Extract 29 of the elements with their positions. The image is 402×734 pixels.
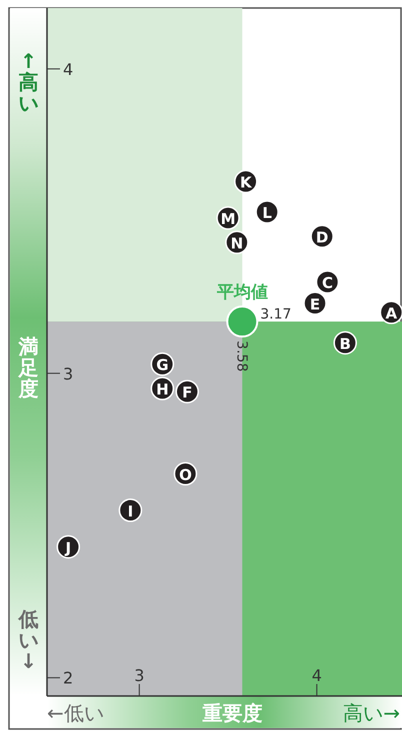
y-tick-label: 4 xyxy=(63,60,74,79)
series-label: K xyxy=(240,174,253,192)
annotation: 3.58 xyxy=(233,340,250,372)
point xyxy=(118,498,142,522)
series-label: O xyxy=(179,466,192,484)
series-label: C xyxy=(322,274,333,292)
annotation: 3.17 xyxy=(260,306,292,323)
series-label: F xyxy=(182,384,192,402)
series-label: G xyxy=(156,356,169,374)
text: ↑高い xyxy=(18,49,38,116)
y-axis-title: 満足度 xyxy=(18,334,38,401)
series-label: D xyxy=(316,228,328,246)
series-label: J xyxy=(64,538,72,557)
series-label: E xyxy=(310,295,320,314)
x-axis-title: 重要度 xyxy=(202,701,262,725)
series-label: L xyxy=(262,204,272,222)
y-tick-label: 3 xyxy=(63,364,74,384)
series-label: N xyxy=(230,234,244,252)
series-label: I xyxy=(128,502,134,520)
series-label: M xyxy=(220,210,236,228)
text: 高い→ xyxy=(343,701,400,725)
y-tick-label: 2 xyxy=(63,668,74,688)
series-label: 平均値 xyxy=(216,282,268,303)
text: ←低い xyxy=(47,701,104,725)
series-label: B xyxy=(339,334,351,353)
series-label: A xyxy=(386,304,398,322)
series-label: H xyxy=(156,380,169,399)
point xyxy=(226,306,258,338)
text: 低い↓ xyxy=(18,607,38,674)
